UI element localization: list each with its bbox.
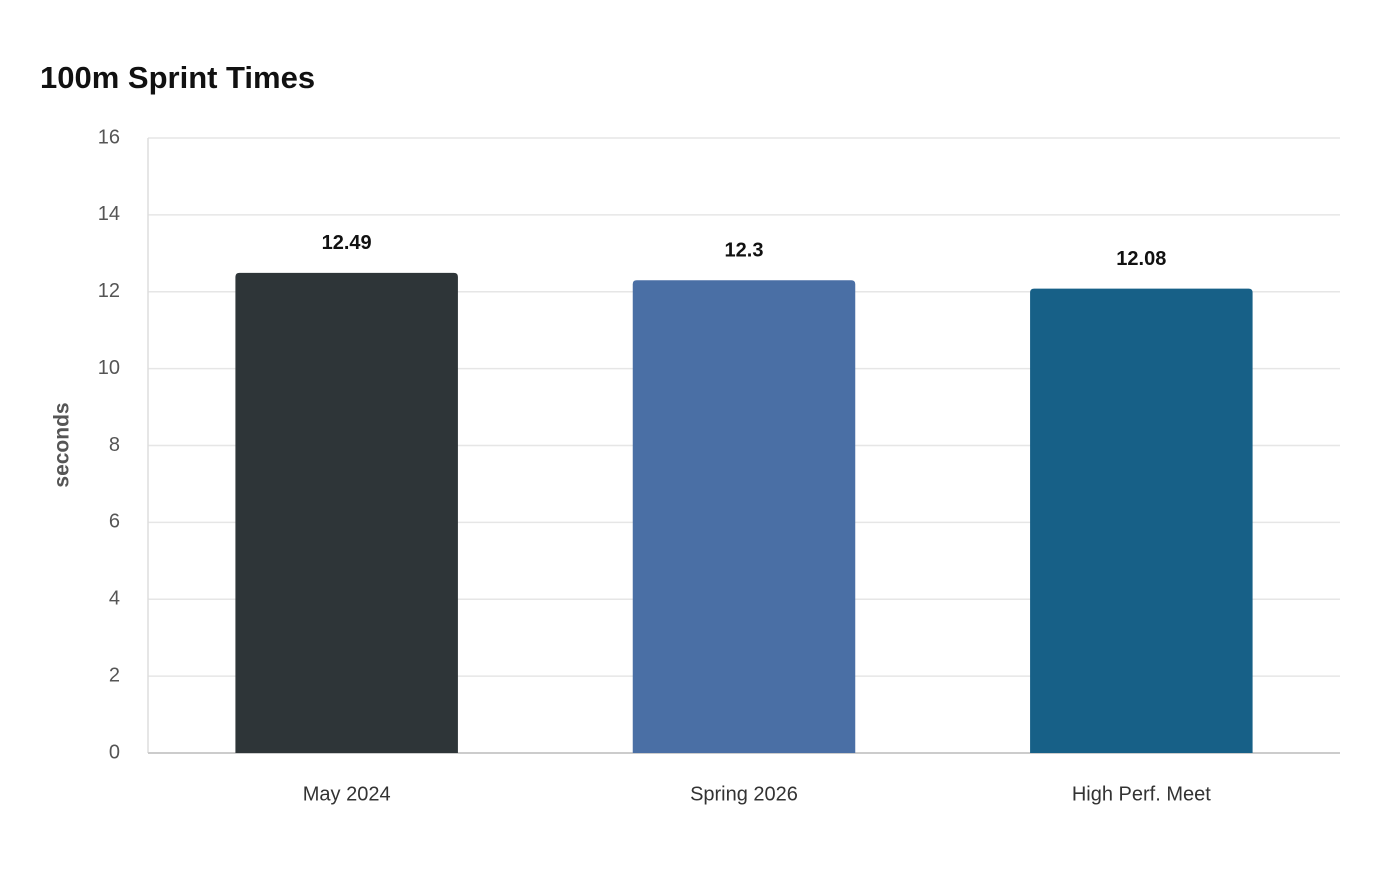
y-tick-label: 16 [98, 126, 120, 148]
value-label: 12.3 [725, 240, 764, 262]
y-axis-label: seconds [51, 402, 74, 487]
y-tick-label: 12 [98, 280, 120, 302]
value-label: 12.49 [322, 232, 372, 254]
x-tick-label: Spring 2026 [690, 783, 798, 805]
y-tick-label: 6 [109, 511, 120, 533]
y-tick-label: 10 [98, 357, 120, 379]
y-tick-label: 0 [109, 741, 120, 763]
bar [632, 280, 856, 753]
bar [1030, 288, 1253, 753]
x-tick-label: May 2024 [303, 783, 391, 805]
value-label: 12.08 [1116, 248, 1166, 270]
y-tick-label: 14 [98, 203, 120, 225]
y-tick-label: 8 [109, 434, 120, 456]
chart-title: 100m Sprint Times [40, 60, 315, 95]
y-tick-label: 2 [109, 664, 120, 686]
bar [235, 272, 458, 753]
x-tick-label: High Perf. Meet [1072, 783, 1211, 805]
y-tick-label: 4 [109, 588, 120, 610]
